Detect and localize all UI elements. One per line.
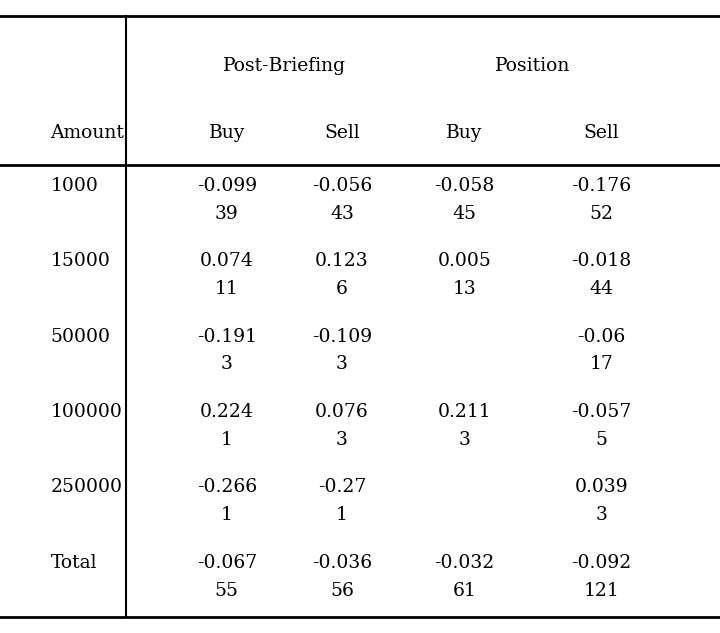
Text: 0.039: 0.039 bbox=[575, 479, 628, 496]
Text: -0.191: -0.191 bbox=[197, 327, 257, 346]
Text: 56: 56 bbox=[330, 582, 354, 600]
Text: 50000: 50000 bbox=[50, 327, 110, 346]
Text: Sell: Sell bbox=[583, 124, 619, 142]
Text: 52: 52 bbox=[589, 204, 613, 223]
Text: -0.058: -0.058 bbox=[434, 177, 495, 195]
Text: 3: 3 bbox=[459, 431, 470, 449]
Text: Total: Total bbox=[50, 554, 97, 572]
Text: 17: 17 bbox=[589, 356, 613, 373]
Text: Amount: Amount bbox=[50, 124, 125, 142]
Text: 3: 3 bbox=[336, 356, 348, 373]
Text: Buy: Buy bbox=[209, 124, 245, 142]
Text: 15000: 15000 bbox=[50, 252, 110, 270]
Text: -0.092: -0.092 bbox=[571, 554, 631, 572]
Text: 61: 61 bbox=[453, 582, 476, 600]
Text: -0.06: -0.06 bbox=[577, 327, 626, 346]
Text: 0.005: 0.005 bbox=[438, 252, 491, 270]
Text: -0.018: -0.018 bbox=[571, 252, 631, 270]
Text: 11: 11 bbox=[215, 280, 238, 298]
Text: Post-Briefing: Post-Briefing bbox=[223, 58, 346, 75]
Text: -0.27: -0.27 bbox=[318, 479, 366, 496]
Text: 0.211: 0.211 bbox=[438, 403, 491, 421]
Text: 100000: 100000 bbox=[50, 403, 122, 421]
Text: Position: Position bbox=[495, 58, 570, 75]
Text: 13: 13 bbox=[453, 280, 476, 298]
Text: 121: 121 bbox=[583, 582, 619, 600]
Text: -0.176: -0.176 bbox=[571, 177, 631, 195]
Text: 43: 43 bbox=[330, 204, 354, 223]
Text: 1: 1 bbox=[221, 431, 233, 449]
Text: 5: 5 bbox=[595, 431, 607, 449]
Text: Sell: Sell bbox=[324, 124, 360, 142]
Text: -0.032: -0.032 bbox=[434, 554, 495, 572]
Text: 3: 3 bbox=[336, 431, 348, 449]
Text: 250000: 250000 bbox=[50, 479, 122, 496]
Text: 6: 6 bbox=[336, 280, 348, 298]
Text: 1: 1 bbox=[221, 506, 233, 524]
Text: -0.266: -0.266 bbox=[197, 479, 257, 496]
Text: -0.036: -0.036 bbox=[312, 554, 372, 572]
Text: 0.123: 0.123 bbox=[315, 252, 369, 270]
Text: -0.099: -0.099 bbox=[197, 177, 257, 195]
Text: -0.109: -0.109 bbox=[312, 327, 372, 346]
Text: -0.057: -0.057 bbox=[571, 403, 631, 421]
Text: Buy: Buy bbox=[446, 124, 482, 142]
Text: 1000: 1000 bbox=[50, 177, 98, 195]
Text: 3: 3 bbox=[595, 506, 607, 524]
Text: 45: 45 bbox=[452, 204, 477, 223]
Text: 39: 39 bbox=[215, 204, 238, 223]
Text: 55: 55 bbox=[215, 582, 239, 600]
Text: 3: 3 bbox=[221, 356, 233, 373]
Text: 1: 1 bbox=[336, 506, 348, 524]
Text: 0.074: 0.074 bbox=[200, 252, 253, 270]
Text: 44: 44 bbox=[589, 280, 613, 298]
Text: 0.224: 0.224 bbox=[200, 403, 253, 421]
Text: -0.056: -0.056 bbox=[312, 177, 372, 195]
Text: 0.076: 0.076 bbox=[315, 403, 369, 421]
Text: -0.067: -0.067 bbox=[197, 554, 257, 572]
